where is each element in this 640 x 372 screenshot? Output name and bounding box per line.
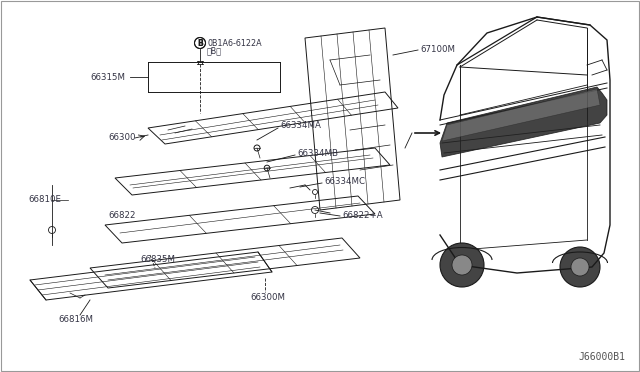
Text: B: B [197,38,203,48]
Text: 66822+A: 66822+A [342,211,383,219]
Text: 66300M: 66300M [250,294,285,302]
Text: 66334MC: 66334MC [324,176,365,186]
Text: 67100M: 67100M [420,45,455,55]
Text: 66334MA: 66334MA [280,122,321,131]
Circle shape [571,258,589,276]
Circle shape [452,255,472,275]
Text: （B）: （B） [207,46,222,55]
Circle shape [560,247,600,287]
Text: 66816M: 66816M [58,315,93,324]
Circle shape [440,243,484,287]
Text: 0B1A6-6122A: 0B1A6-6122A [207,38,262,48]
Text: 66835M: 66835M [140,256,175,264]
Text: B: B [197,38,203,48]
Text: 66334MB: 66334MB [297,148,338,157]
Text: 66315M: 66315M [90,73,125,81]
Text: 66810E: 66810E [28,196,61,205]
Text: J66000B1: J66000B1 [578,352,625,362]
Text: 66300: 66300 [108,134,136,142]
Polygon shape [440,87,607,157]
Polygon shape [442,89,600,141]
Text: 66822: 66822 [108,211,136,219]
